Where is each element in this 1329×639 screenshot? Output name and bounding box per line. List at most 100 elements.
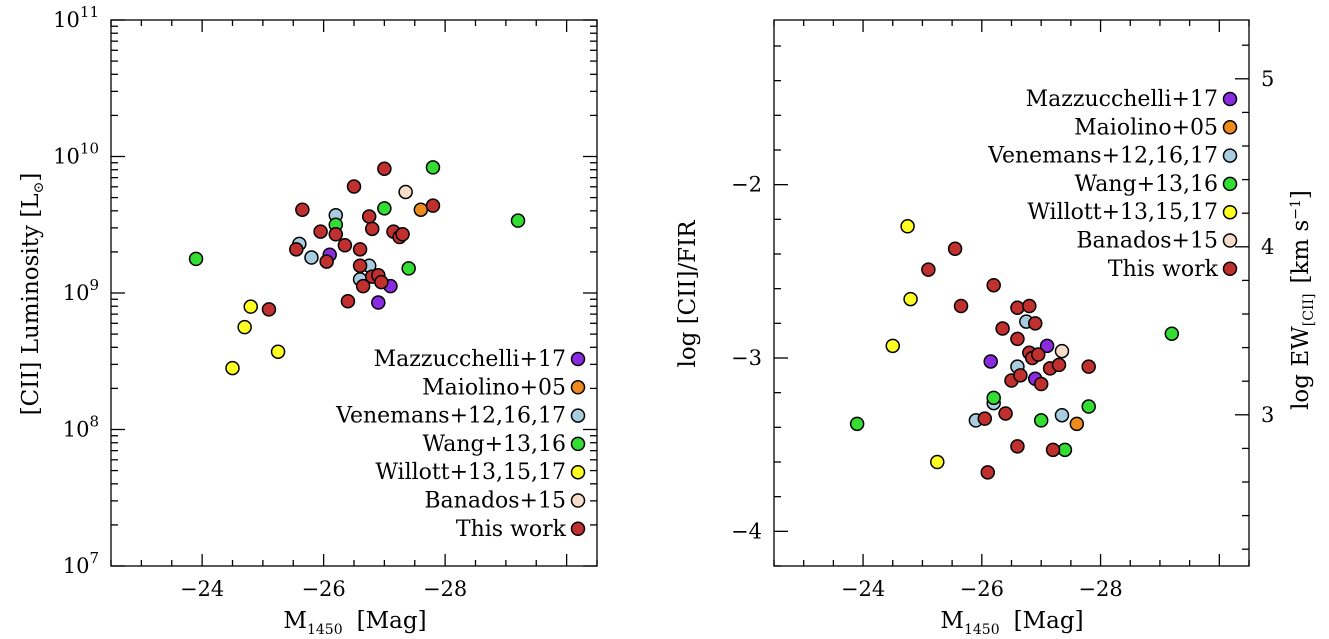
x-tick-label: −24 [180, 577, 224, 601]
data-point [328, 227, 344, 242]
legend-label: This work [456, 517, 567, 542]
data-point [289, 242, 304, 257]
data-point [977, 411, 993, 426]
data-point [1069, 416, 1085, 432]
legend-marker [1222, 233, 1238, 248]
legend-marker [570, 436, 586, 452]
data-point [188, 251, 204, 267]
data-point [377, 201, 392, 216]
data-point [1164, 326, 1180, 341]
legend-label: Venemans+12,16,17 [335, 404, 566, 429]
data-point [337, 237, 353, 253]
left-y-axis-label: [CII] Luminosity [L⊙] [18, 173, 47, 416]
right-data-points [849, 219, 1180, 480]
legend-label: Mazzucchelli+17 [1026, 87, 1218, 112]
left-x-axis-label: M1450 [Mag] [283, 608, 426, 638]
data-point [361, 209, 377, 224]
data-point [903, 291, 918, 307]
data-point [953, 298, 969, 314]
data-point [371, 295, 386, 310]
y-tick-label: −3 [731, 346, 762, 370]
data-point [374, 274, 389, 290]
legend-label: This work [1108, 257, 1219, 282]
data-point [885, 338, 900, 354]
data-point [1054, 407, 1070, 423]
data-point [355, 278, 371, 294]
x-tick-label: −28 [1078, 577, 1122, 601]
data-point [986, 390, 1001, 406]
legend-label: Wang+13,16 [1075, 172, 1218, 197]
legend-label: Wang+13,16 [423, 432, 566, 457]
legend-label: Maiolino+05 [422, 375, 566, 400]
data-point [270, 344, 286, 359]
data-point [900, 219, 915, 234]
data-point [377, 161, 392, 177]
data-point [319, 254, 334, 269]
right-x-axis-label: M1450 [Mag] [940, 608, 1083, 638]
left-legend: Mazzucchelli+17 Maiolino+05 Venemans+12,16… [335, 347, 586, 542]
data-point [398, 184, 413, 200]
legend-marker [1222, 148, 1238, 163]
x-tick-label: −24 [841, 577, 885, 601]
right-panel: −24 −26 −28 −4 −3 −2 3 4 5 Mazzucchelli+17 Maioli… [675, 19, 1317, 638]
data-point [304, 250, 319, 265]
y-tick-label: 108 [63, 413, 99, 442]
data-point [1010, 439, 1025, 454]
data-point [395, 227, 410, 242]
data-point [352, 258, 368, 273]
data-point [849, 416, 865, 432]
data-point [237, 319, 252, 335]
data-point [980, 465, 995, 480]
data-point [346, 179, 362, 194]
left-ticks: −24 −26 −28 107 108 109 1010 1011 [53, 3, 598, 601]
data-point [261, 302, 277, 317]
right-y-tick-label: 4 [1261, 235, 1274, 259]
legend-marker [570, 380, 586, 395]
data-point [401, 261, 416, 276]
legend-label: Venemans+12,16,17 [987, 144, 1218, 169]
data-point [295, 202, 310, 217]
data-point [1057, 442, 1073, 458]
data-point [510, 213, 526, 228]
data-point [225, 360, 240, 376]
data-point [1045, 442, 1061, 458]
legend-marker [1222, 91, 1238, 107]
data-point [352, 242, 368, 257]
y-tick-label: 1010 [53, 140, 99, 169]
legend-marker [570, 351, 586, 367]
data-point [313, 224, 328, 239]
data-point [340, 293, 356, 309]
right-y-tick-label: 3 [1261, 403, 1274, 427]
legend-label: Willott+13,15,17 [375, 460, 566, 485]
data-point [425, 160, 441, 175]
legend-marker [1222, 261, 1238, 277]
y-tick-label: 107 [63, 549, 99, 578]
data-point [413, 202, 429, 217]
data-point [1022, 298, 1037, 314]
legend-marker [570, 521, 586, 537]
data-point [1039, 338, 1055, 354]
legend-marker [1222, 204, 1238, 220]
x-tick-label: −26 [301, 577, 345, 601]
data-point [998, 406, 1013, 421]
data-point [1051, 357, 1067, 373]
y-tick-label: 1011 [53, 3, 99, 32]
data-point [1013, 368, 1028, 383]
data-point [364, 221, 380, 237]
y-tick-label: 109 [63, 276, 99, 305]
data-point [930, 454, 945, 470]
data-point [1081, 399, 1096, 414]
data-point [947, 241, 963, 257]
data-point [1028, 316, 1043, 331]
data-point [1010, 300, 1025, 315]
data-point [425, 198, 441, 213]
right-y-tick-label: 5 [1261, 67, 1274, 91]
right-y-axis-label: log [CII]/FIR [675, 220, 701, 368]
right-secondary-y-axis-label: log EW[CII][km s−1] [1288, 190, 1317, 410]
y-tick-label: −4 [731, 519, 762, 543]
legend-marker [570, 493, 586, 508]
left-panel: −24 −26 −28 107 108 109 1010 1011 Mazzucchelli+… [18, 3, 598, 638]
y-tick-label: −2 [731, 173, 762, 197]
data-point [995, 321, 1010, 336]
